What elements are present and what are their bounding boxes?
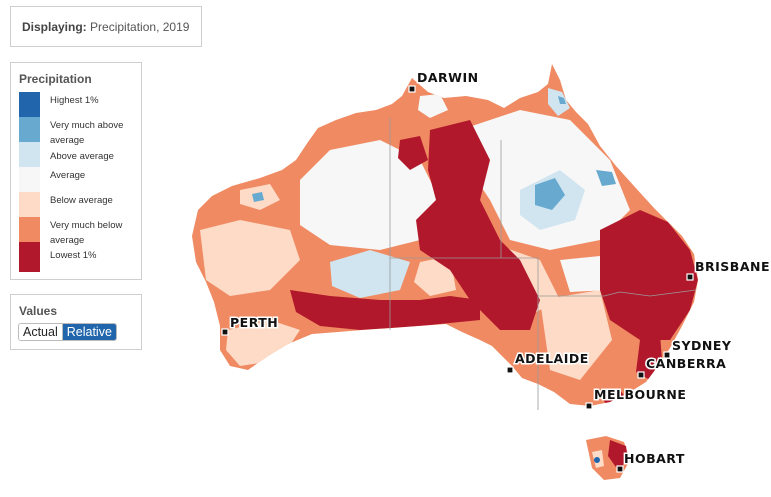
values-title: Values bbox=[19, 304, 58, 318]
actual-toggle-button[interactable]: Actual bbox=[19, 324, 63, 340]
legend-item-highest: Highest 1% bbox=[19, 92, 139, 117]
displaying-label: Displaying: bbox=[22, 20, 87, 34]
legend-label: Very much below average bbox=[50, 220, 123, 246]
australia-precipitation-map[interactable]: DARWIN BRISBANE PERTH SYDNEY CANBERRA AD… bbox=[180, 55, 771, 495]
city-label-canberra: CANBERRA bbox=[646, 356, 726, 371]
city-markers: DARWIN BRISBANE PERTH SYDNEY CANBERRA AD… bbox=[221, 69, 771, 473]
relative-toggle-button[interactable]: Relative bbox=[62, 324, 116, 340]
legend-label: Average bbox=[50, 170, 86, 181]
melbourne-marker[interactable] bbox=[585, 402, 593, 410]
displaying-panel: Displaying: Precipitation, 2019 bbox=[10, 6, 202, 47]
legend-swatch bbox=[19, 242, 40, 272]
adelaide-marker[interactable] bbox=[506, 366, 514, 374]
legend-item-average: Average bbox=[19, 167, 139, 192]
city-label-darwin: DARWIN bbox=[417, 70, 479, 85]
canberra-marker[interactable] bbox=[637, 371, 645, 379]
city-label-melbourne: MELBOURNE bbox=[594, 387, 686, 402]
city-label-brisbane: BRISBANE bbox=[695, 259, 770, 274]
legend-label: Lowest 1% bbox=[50, 250, 97, 261]
legend-swatch bbox=[19, 217, 40, 242]
legend-panel: Precipitation Highest 1% Very much above… bbox=[10, 62, 142, 280]
city-label-sydney: SYDNEY bbox=[672, 338, 732, 353]
legend-label: Below average bbox=[50, 195, 113, 206]
displaying-value: Precipitation, 2019 bbox=[90, 20, 190, 34]
legend-item-lowest: Lowest 1% bbox=[19, 242, 139, 272]
perth-marker[interactable] bbox=[221, 328, 229, 336]
legend-item-above: Above average bbox=[19, 142, 139, 167]
city-label-adelaide: ADELAIDE bbox=[515, 351, 589, 366]
state-borders bbox=[389, 118, 697, 410]
legend-title: Precipitation bbox=[19, 72, 92, 86]
city-label-hobart: HOBART bbox=[624, 451, 685, 466]
legend-label: Above average bbox=[50, 151, 114, 162]
legend-swatch bbox=[19, 92, 40, 117]
brisbane-marker[interactable] bbox=[686, 273, 694, 281]
legend-item-below: Below average bbox=[19, 192, 139, 217]
precipitation-regions bbox=[200, 88, 698, 406]
sydney-marker[interactable] bbox=[663, 351, 671, 359]
legend-swatch bbox=[19, 167, 40, 192]
values-toggle[interactable]: Actual Relative bbox=[18, 323, 117, 341]
values-panel: Values Actual Relative bbox=[10, 294, 142, 350]
darwin-marker[interactable] bbox=[408, 85, 416, 93]
legend-item-very-much-below: Very much below average bbox=[19, 217, 139, 246]
legend-swatch bbox=[19, 142, 40, 167]
legend-label: Very much above average bbox=[50, 120, 124, 146]
legend-swatch bbox=[19, 117, 40, 142]
legend-item-very-much-above: Very much above average bbox=[19, 117, 139, 146]
city-label-perth: PERTH bbox=[230, 315, 278, 330]
legend-label: Highest 1% bbox=[50, 95, 99, 106]
legend-swatch bbox=[19, 192, 40, 217]
hobart-marker[interactable] bbox=[616, 465, 624, 473]
